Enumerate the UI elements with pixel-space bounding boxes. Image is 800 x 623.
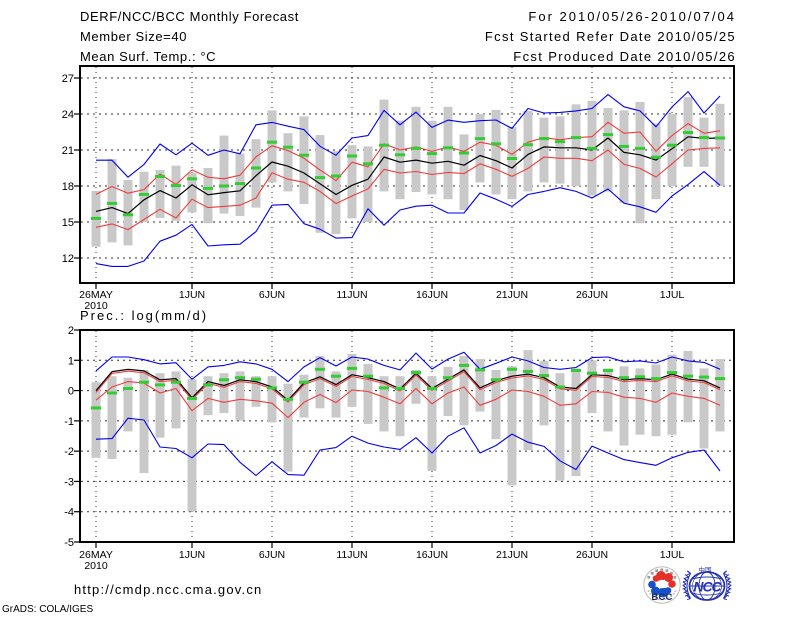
svg-text:-4: -4 xyxy=(64,507,74,519)
svg-text:1: 1 xyxy=(68,355,74,367)
svg-text:11JUN: 11JUN xyxy=(336,549,367,561)
svg-text:18: 18 xyxy=(62,181,74,193)
svg-text:2: 2 xyxy=(68,325,74,337)
svg-text:26MAY: 26MAY xyxy=(79,549,113,561)
svg-text:1JUL: 1JUL xyxy=(660,549,685,561)
svg-text:16JUN: 16JUN xyxy=(416,549,448,561)
svg-text:-1: -1 xyxy=(64,416,74,428)
svg-text:2010: 2010 xyxy=(84,300,108,312)
svg-text:1JUL: 1JUL xyxy=(660,289,685,301)
svg-text:11JUN: 11JUN xyxy=(336,289,367,301)
svg-text:-2: -2 xyxy=(64,446,74,458)
svg-text:27: 27 xyxy=(62,73,74,85)
svg-text:Member Size=40: Member Size=40 xyxy=(80,29,187,44)
svg-text:6JUN: 6JUN xyxy=(259,289,285,301)
svg-text:Prec.: log(mm/d): Prec.: log(mm/d) xyxy=(80,308,208,323)
svg-text:26MAY: 26MAY xyxy=(79,289,113,301)
svg-text:26JUN: 26JUN xyxy=(576,549,608,561)
svg-text:DERF/NCC/BCC Monthly Forecast: DERF/NCC/BCC Monthly Forecast xyxy=(80,9,299,24)
svg-text:21JUN: 21JUN xyxy=(496,289,528,301)
svg-text:16JUN: 16JUN xyxy=(416,289,448,301)
svg-text:中国: 中国 xyxy=(699,565,712,574)
svg-text:For 2010/05/26-2010/07/04: For 2010/05/26-2010/07/04 xyxy=(528,9,736,24)
svg-text:21JUN: 21JUN xyxy=(496,549,528,561)
svg-text:NCC: NCC xyxy=(693,579,722,595)
svg-text:24: 24 xyxy=(62,109,74,121)
svg-text:BCC: BCC xyxy=(651,592,672,603)
svg-text:1JUN: 1JUN xyxy=(179,289,205,301)
svg-text:1JUN: 1JUN xyxy=(179,549,205,561)
svg-text:Fcst Produced Date 2010/05/26: Fcst Produced Date 2010/05/26 xyxy=(513,49,736,64)
svg-text:-3: -3 xyxy=(64,476,74,488)
svg-text:26JUN: 26JUN xyxy=(576,289,608,301)
svg-text:-5: -5 xyxy=(64,537,74,549)
svg-text:21: 21 xyxy=(62,145,74,157)
svg-text:12: 12 xyxy=(62,253,74,265)
svg-text:6JUN: 6JUN xyxy=(259,549,285,561)
svg-text:0: 0 xyxy=(68,386,74,398)
svg-text:GrADS: COLA/IGES: GrADS: COLA/IGES xyxy=(2,604,93,615)
svg-text:2010: 2010 xyxy=(84,560,108,572)
svg-text:Mean Surf. Temp.: °C: Mean Surf. Temp.: °C xyxy=(80,49,216,64)
svg-text:http://cmdp.ncc.cma.gov.cn: http://cmdp.ncc.cma.gov.cn xyxy=(74,582,262,597)
svg-text:Fcst Started Refer Date 2010/0: Fcst Started Refer Date 2010/05/25 xyxy=(485,29,736,44)
svg-text:15: 15 xyxy=(62,217,74,229)
